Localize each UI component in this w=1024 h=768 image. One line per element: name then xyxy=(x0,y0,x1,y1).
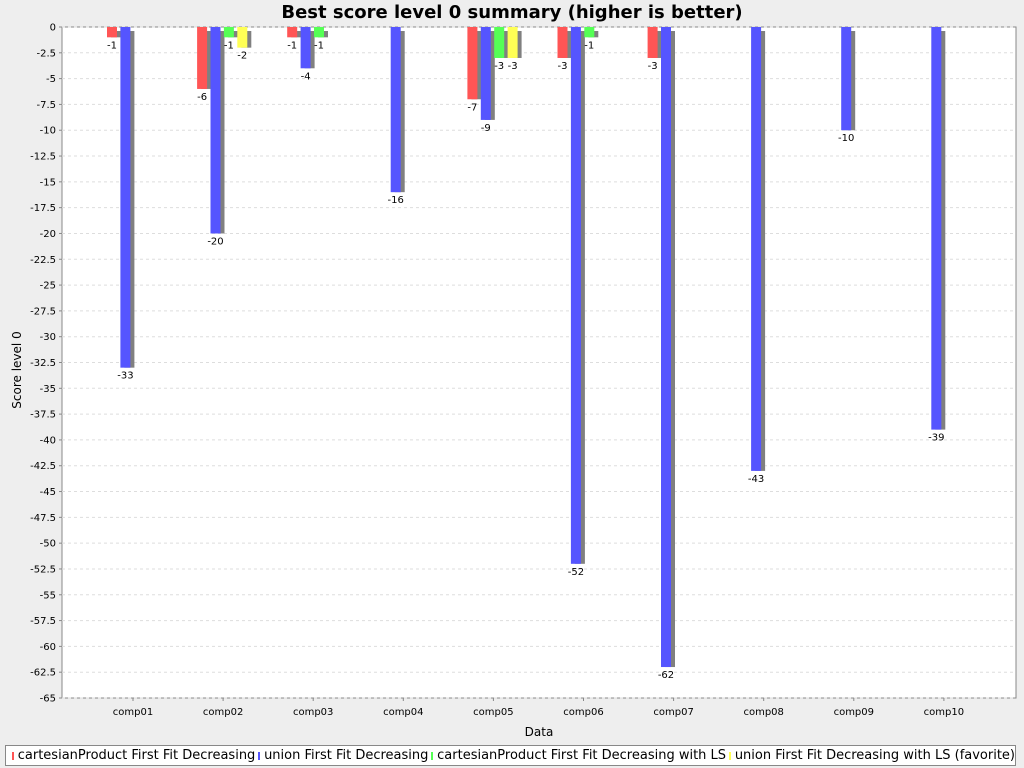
value-label: -33 xyxy=(117,371,133,382)
legend: cartesianProduct First Fit Decreasing uni… xyxy=(5,745,1016,766)
bar xyxy=(197,27,208,89)
y-tick-label: -50 xyxy=(40,539,56,550)
y-tick-label: -22.5 xyxy=(30,255,56,266)
bar xyxy=(390,27,401,193)
legend-label: cartesianProduct First Fit Decreasing wi… xyxy=(437,748,727,763)
x-tick-label: comp03 xyxy=(293,707,333,718)
bar xyxy=(507,27,518,58)
legend-swatch xyxy=(729,751,731,760)
bar xyxy=(223,27,234,38)
bar xyxy=(300,27,311,69)
value-label: -7 xyxy=(467,102,477,113)
value-label: -1 xyxy=(107,40,117,51)
bar xyxy=(467,27,478,100)
value-label: -3 xyxy=(508,61,518,72)
x-tick-label: comp01 xyxy=(113,707,153,718)
y-tick-label: -7.5 xyxy=(36,100,56,111)
y-tick-label: -17.5 xyxy=(30,203,56,214)
y-tick-label: -32.5 xyxy=(30,358,56,369)
x-tick-label: comp10 xyxy=(924,707,964,718)
legend-label: union First Fit Decreasing with LS (favo… xyxy=(734,748,1016,763)
bar xyxy=(237,27,248,48)
legend-swatch xyxy=(258,751,261,760)
y-axis-label: Score level 0 xyxy=(10,331,24,408)
bar xyxy=(314,27,324,38)
y-tick-label: -10 xyxy=(40,126,56,137)
value-label: -39 xyxy=(928,433,944,444)
value-label: -1 xyxy=(224,40,234,51)
y-tick-label: -42.5 xyxy=(30,461,56,472)
value-label: -3 xyxy=(648,61,658,72)
chart-title: Best score level 0 summary (higher is be… xyxy=(281,2,742,23)
value-label: -62 xyxy=(658,670,674,681)
value-label: -1 xyxy=(584,40,594,51)
legend-swatch xyxy=(12,751,14,760)
bar xyxy=(120,27,131,368)
value-label: -1 xyxy=(287,40,297,51)
x-tick-label: comp05 xyxy=(473,707,513,718)
y-tick-label: -65 xyxy=(40,694,56,705)
y-tick-label: -47.5 xyxy=(30,513,56,524)
y-tick-label: -55 xyxy=(40,590,56,601)
value-label: -9 xyxy=(481,123,491,134)
x-axis-label: Data xyxy=(525,725,554,739)
legend-label: union First Fit Decreasing xyxy=(264,748,429,763)
legend-swatch xyxy=(431,751,434,760)
x-tick-label: comp02 xyxy=(203,707,243,718)
y-tick-label: -35 xyxy=(40,384,56,395)
y-tick-label: -30 xyxy=(40,332,56,343)
chart: Best score level 0 summary (higher is be… xyxy=(10,2,1017,739)
value-label: -10 xyxy=(838,133,854,144)
bar xyxy=(210,27,221,234)
y-tick-label: -37.5 xyxy=(30,410,56,421)
bar xyxy=(751,27,762,471)
y-tick-label: -2.5 xyxy=(36,48,56,59)
bar xyxy=(557,27,568,58)
y-tick-label: -60 xyxy=(40,642,56,653)
value-label: -4 xyxy=(301,71,311,82)
bar xyxy=(661,27,671,668)
value-label: -6 xyxy=(197,92,207,103)
value-label: -1 xyxy=(314,40,324,51)
bar xyxy=(584,27,595,38)
bar xyxy=(480,27,491,120)
y-tick-label: -52.5 xyxy=(30,564,56,575)
value-label: -43 xyxy=(748,474,764,485)
y-tick-label: -15 xyxy=(40,177,56,188)
y-tick-label: -25 xyxy=(40,281,56,292)
value-label: -3 xyxy=(558,61,568,72)
bar xyxy=(841,27,852,131)
y-tick-label: 0 xyxy=(50,23,56,34)
x-tick-label: comp04 xyxy=(383,707,423,718)
y-tick-label: -62.5 xyxy=(30,668,56,679)
x-tick-label: comp07 xyxy=(653,707,693,718)
bar xyxy=(287,27,298,38)
x-tick-label: comp08 xyxy=(743,707,783,718)
y-tick-label: -45 xyxy=(40,487,56,498)
bar xyxy=(570,27,581,564)
legend-label: cartesianProduct First Fit Decreasing xyxy=(17,748,256,763)
y-tick-label: -40 xyxy=(40,435,56,446)
value-label: -20 xyxy=(207,236,223,247)
bar xyxy=(931,27,942,430)
x-tick-label: comp09 xyxy=(834,707,874,718)
x-tick-label: comp06 xyxy=(563,707,603,718)
value-label: -2 xyxy=(237,51,247,62)
y-tick-label: -20 xyxy=(40,229,56,240)
y-tick-label: -27.5 xyxy=(30,306,56,317)
value-label: -3 xyxy=(494,61,504,72)
y-tick-label: -5 xyxy=(46,74,56,85)
value-label: -16 xyxy=(388,195,404,206)
bar xyxy=(107,27,117,38)
bar xyxy=(647,27,658,58)
bar xyxy=(494,27,505,58)
value-label: -52 xyxy=(568,567,584,578)
y-tick-label: -57.5 xyxy=(30,616,56,627)
y-tick-label: -12.5 xyxy=(30,152,56,163)
